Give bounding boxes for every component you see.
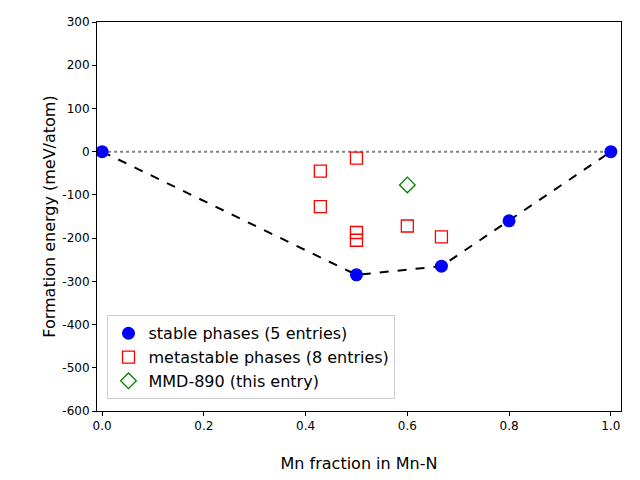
svg-text:0.0: 0.0	[93, 419, 112, 433]
svg-text:0: 0	[82, 145, 90, 159]
svg-text:0.8: 0.8	[500, 419, 519, 433]
svg-text:MMD-890 (this entry): MMD-890 (this entry)	[148, 372, 318, 391]
svg-text:Mn fraction in Mn-N: Mn fraction in Mn-N	[281, 454, 438, 473]
svg-text:1.0: 1.0	[601, 419, 620, 433]
svg-text:-300: -300	[62, 275, 89, 289]
svg-text:Formation energy (meV/atom): Formation energy (meV/atom)	[40, 95, 59, 337]
svg-text:-400: -400	[62, 318, 89, 332]
svg-text:0.2: 0.2	[194, 419, 213, 433]
svg-text:200: 200	[67, 58, 90, 72]
svg-text:-600: -600	[62, 404, 89, 418]
svg-text:-100: -100	[62, 188, 89, 202]
svg-text:-200: -200	[62, 231, 89, 245]
svg-text:0.6: 0.6	[398, 419, 417, 433]
svg-text:-500: -500	[62, 361, 89, 375]
svg-text:metastable phases (8 entries): metastable phases (8 entries)	[148, 348, 388, 367]
svg-text:stable phases (5 entries): stable phases (5 entries)	[148, 324, 347, 343]
svg-text:0.4: 0.4	[296, 419, 315, 433]
svg-text:100: 100	[67, 102, 90, 116]
svg-text:300: 300	[67, 15, 90, 29]
